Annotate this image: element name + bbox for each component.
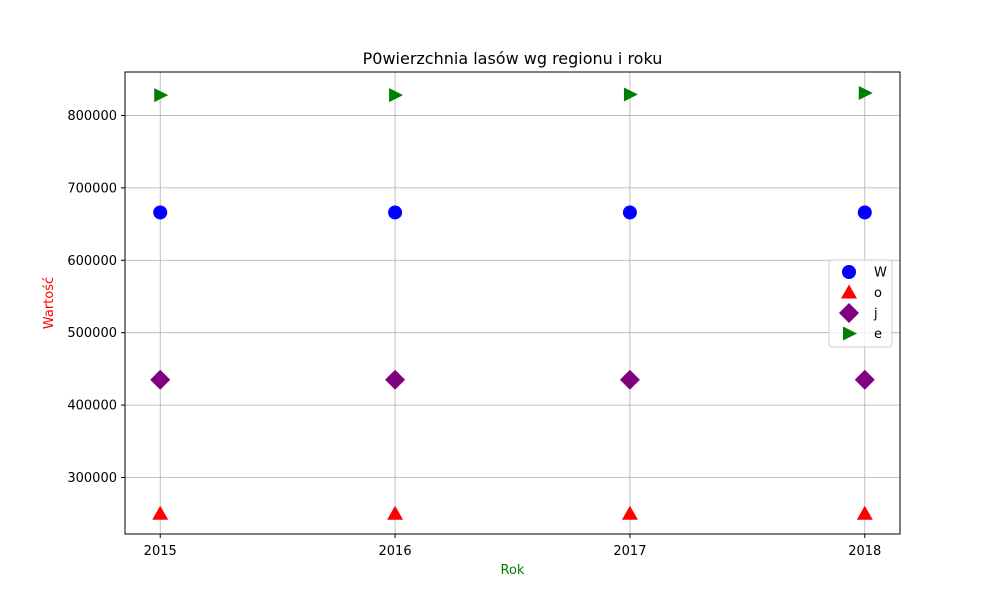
data-point-o <box>387 505 404 520</box>
y-tick-label: 300000 <box>67 471 117 486</box>
data-point-W <box>857 205 872 220</box>
x-tick-label: 2018 <box>848 544 881 559</box>
chart-title: P0wierzchnia lasów wg regionu i roku <box>363 49 663 68</box>
grid <box>125 72 900 534</box>
data-point-e <box>623 87 638 102</box>
legend-marker-o <box>841 284 857 299</box>
x-tick-label: 2017 <box>613 544 646 559</box>
data-point-j <box>854 369 875 390</box>
legend-marker-e <box>843 326 857 341</box>
data-point-o <box>621 505 638 520</box>
y-tick-label: 700000 <box>67 181 117 196</box>
legend-label-e: e <box>874 327 882 342</box>
y-tick-label: 500000 <box>67 326 117 341</box>
legend-marker-W <box>842 265 856 279</box>
legend-label-o: o <box>874 286 882 301</box>
legend-label-j: j <box>873 307 878 322</box>
axis-ticks: 2015 2016 2017 2018 300000 400000 500000 600000… <box>67 109 881 559</box>
y-axis-label: Wartość <box>42 277 57 329</box>
data-point-o <box>856 505 873 520</box>
data-point-o <box>152 505 169 520</box>
legend-label-W: W <box>874 266 887 281</box>
x-tick-label: 2015 <box>144 544 177 559</box>
data-point-e <box>858 86 873 100</box>
data-point-e <box>154 88 169 103</box>
data-point-j <box>385 369 406 390</box>
plot-area <box>124 71 901 535</box>
data-point-j <box>619 369 640 390</box>
x-tick-label: 2016 <box>379 544 412 559</box>
legend-box <box>828 259 893 348</box>
data-point-W <box>153 205 168 220</box>
y-tick-label: 800000 <box>67 109 117 124</box>
y-tick-label: 400000 <box>67 399 117 414</box>
data-point-j <box>150 369 171 390</box>
data-point-e <box>389 88 404 103</box>
data-points <box>150 86 875 520</box>
y-tick-label: 600000 <box>67 254 117 269</box>
data-point-W <box>388 205 403 220</box>
legend-marker-j <box>839 303 859 323</box>
data-point-W <box>622 205 637 220</box>
x-axis-label: Rok <box>501 563 525 578</box>
